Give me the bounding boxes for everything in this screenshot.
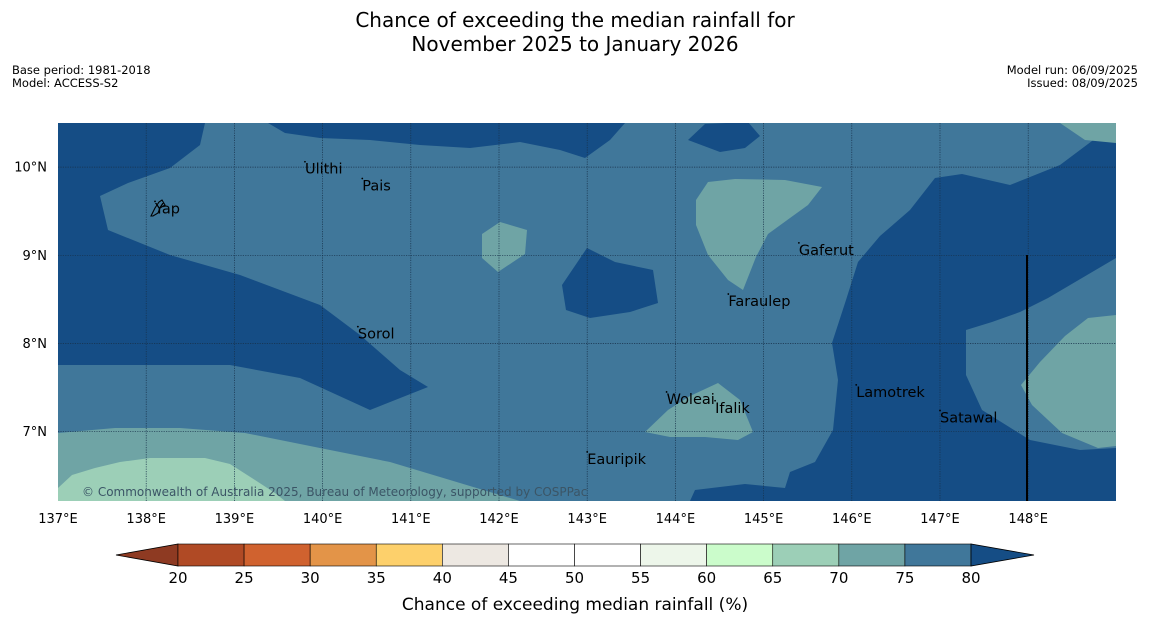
colorbar: 20 25 30 35 40 45 50 55 60 65 70 75 80 Chance of exce… (115, 543, 1035, 615)
colorbar-tick-label: 65 (763, 569, 782, 587)
place-labels: Ulithi Pais Yap Gaferut Faraulep Sorol Lamotre… (154, 160, 997, 468)
colorbar-swatch (772, 543, 840, 567)
place-marker (586, 451, 589, 453)
place-label-satawal: Satawal (940, 410, 997, 426)
place-marker (304, 160, 306, 163)
place-marker (665, 391, 668, 393)
colorbar-tick-label: 50 (565, 569, 584, 587)
place-label-ifalik: Ifalik (715, 401, 750, 417)
field-70-75-east (1021, 315, 1116, 448)
title-line-2: November 2025 to January 2026 (411, 32, 739, 56)
x-tick-label: 141°E (391, 512, 431, 527)
y-axis-ticks: 10°N 9°N 8°N 7°N (14, 161, 47, 441)
place-label-eauripik: Eauripik (587, 452, 646, 468)
x-tick-label: 146°E (832, 512, 872, 527)
colorbar-swatch (177, 543, 245, 567)
place-label-ulithi: Ulithi (305, 162, 343, 178)
x-tick-label: 140°E (303, 512, 343, 527)
x-tick-label: 144°E (656, 512, 696, 527)
place-marker (714, 399, 716, 402)
colorbar-tick-label: 25 (235, 569, 254, 587)
y-tick-label: 8°N (23, 337, 48, 352)
x-tick-label: 147°E (920, 512, 960, 527)
field-70-75-center (482, 222, 527, 272)
place-marker (939, 409, 941, 412)
x-tick-label: 143°E (567, 512, 607, 527)
field-70-75-north-central (696, 179, 822, 290)
x-tick-label: 145°E (744, 512, 784, 527)
field-over-80-central (562, 248, 658, 318)
yap-island-outline (150, 199, 166, 217)
colorbar-tick-label: 80 (961, 569, 980, 587)
colorbar-under-arrow (115, 543, 179, 567)
place-marker (361, 177, 364, 180)
field-over-80-northwest (58, 123, 428, 410)
probability-field (58, 123, 1116, 501)
colorbar-tick-label: 20 (168, 569, 187, 587)
place-label-sorol: Sorol (358, 327, 395, 343)
place-marker (356, 325, 359, 328)
title-line-1: Chance of exceeding the median rainfall … (355, 8, 795, 32)
field-65-70-southwest (58, 458, 285, 501)
place-label-pais: Pais (362, 179, 391, 195)
place-marker (797, 241, 800, 244)
colorbar-swatch (375, 543, 443, 567)
model-run: Model run: 06/09/2025 (1006, 63, 1138, 77)
x-tick-label: 148°E (1008, 512, 1048, 527)
place-label-lamotrek: Lamotrek (856, 385, 925, 401)
base-info: Base period: 1981-2018 Model: ACCESS-S2 (12, 64, 151, 90)
colorbar-swatch (640, 543, 707, 567)
colorbar-swatch (442, 543, 509, 567)
field-over-80-north-blob (688, 123, 760, 152)
colorbar-tick-label: 70 (829, 569, 848, 587)
colorbar-tick-label: 55 (631, 569, 650, 587)
colorbar-swatch (574, 543, 641, 567)
colorbar-swatch (904, 543, 972, 567)
y-tick-label: 10°N (14, 161, 47, 176)
place-marker (855, 383, 858, 386)
colorbar-tick-label: 40 (433, 569, 452, 587)
place-marker (727, 293, 730, 295)
colorbar-swatch (309, 543, 377, 567)
x-tick-label: 139°E (215, 512, 255, 527)
x-tick-label: 142°E (479, 512, 519, 527)
colorbar-swatch (243, 543, 311, 567)
run-info: Model run: 06/09/2025 Issued: 08/09/2025 (1007, 64, 1138, 90)
place-label-gaferut: Gaferut (799, 243, 854, 259)
colorbar-tick-label: 75 (895, 569, 914, 587)
copyright-notice: © Commonwealth of Australia 2025, Bureau… (82, 485, 587, 499)
issued-date: Issued: 08/09/2025 (1027, 76, 1138, 90)
x-axis-ticks: 137°E 138°E 139°E 140°E 141°E 142°E 143°E 144°E… (38, 512, 1048, 527)
place-label-yap: Yap (154, 201, 180, 217)
colorbar-swatch (838, 543, 906, 567)
x-tick-label: 137°E (38, 512, 78, 527)
place-label-woleai: Woleai (667, 392, 715, 408)
colorbar-tick-label: 45 (499, 569, 518, 587)
colorbar-tick-label: 30 (301, 569, 320, 587)
colorbar-tick-label: 35 (367, 569, 386, 587)
lat-lon-grid (58, 123, 1116, 501)
base-period: Base period: 1981-2018 (12, 63, 151, 77)
map-title: Chance of exceeding the median rainfall … (0, 8, 1150, 56)
field-70-75-northeast-corner (1060, 123, 1116, 143)
place-label-faraulep: Faraulep (728, 294, 790, 310)
colorbar-title: Chance of exceeding median rainfall (%) (402, 595, 748, 615)
colorbar-tick-label: 60 (697, 569, 716, 587)
place-marker (154, 200, 156, 203)
colorbar-swatch (706, 543, 774, 567)
field-over-80-east (690, 123, 1116, 501)
x-tick-label: 138°E (126, 512, 166, 527)
field-over-80-north-strip (268, 123, 625, 158)
colorbar-over-arrow (970, 543, 1035, 567)
field-70-75-woleai (645, 383, 753, 440)
colorbar-swatch (508, 543, 575, 567)
y-tick-label: 9°N (23, 249, 48, 264)
model-name: Model: ACCESS-S2 (12, 76, 119, 90)
y-tick-label: 7°N (23, 425, 48, 440)
